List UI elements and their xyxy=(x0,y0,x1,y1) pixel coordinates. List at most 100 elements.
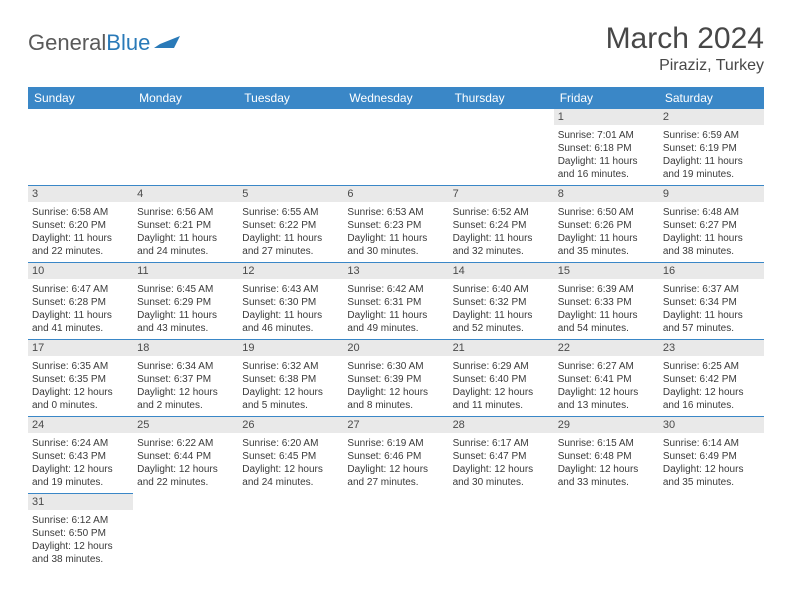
calendar-row: 24Sunrise: 6:24 AMSunset: 6:43 PMDayligh… xyxy=(28,417,764,494)
sunset-text: Sunset: 6:19 PM xyxy=(663,142,760,155)
logo: GeneralBlue xyxy=(28,22,180,58)
sunrise-text: Sunrise: 6:14 AM xyxy=(663,437,760,450)
daylight-text: Daylight: 12 hours and 35 minutes. xyxy=(663,463,760,489)
sunrise-text: Sunrise: 6:53 AM xyxy=(347,206,444,219)
day-details: Sunrise: 6:52 AMSunset: 6:24 PMDaylight:… xyxy=(449,204,554,262)
sunrise-text: Sunrise: 6:12 AM xyxy=(32,514,129,527)
daylight-text: Daylight: 11 hours and 49 minutes. xyxy=(347,309,444,335)
daylight-text: Daylight: 11 hours and 52 minutes. xyxy=(453,309,550,335)
sunrise-text: Sunrise: 6:29 AM xyxy=(453,360,550,373)
sunset-text: Sunset: 6:22 PM xyxy=(242,219,339,232)
day-details: Sunrise: 6:40 AMSunset: 6:32 PMDaylight:… xyxy=(449,281,554,339)
day-number: 17 xyxy=(28,340,133,356)
sunrise-text: Sunrise: 6:32 AM xyxy=(242,360,339,373)
sunset-text: Sunset: 6:47 PM xyxy=(453,450,550,463)
sunrise-text: Sunrise: 6:35 AM xyxy=(32,360,129,373)
day-number: 31 xyxy=(28,494,133,510)
calendar-cell: 16 Sunrise: 6:37 AMSunset: 6:34 PMDayligh… xyxy=(659,263,764,340)
day-details: Sunrise: 6:37 AMSunset: 6:34 PMDaylight:… xyxy=(659,281,764,339)
sunrise-text: Sunrise: 6:48 AM xyxy=(663,206,760,219)
calendar-cell: 17Sunrise: 6:35 AMSunset: 6:35 PMDayligh… xyxy=(28,340,133,417)
day-number: 21 xyxy=(449,340,554,356)
calendar-cell: 2Sunrise: 6:59 AMSunset: 6:19 PMDaylight… xyxy=(659,109,764,186)
weekday-header: Wednesday xyxy=(343,87,448,109)
sunrise-text: Sunrise: 6:45 AM xyxy=(137,283,234,296)
daylight-text: Daylight: 12 hours and 30 minutes. xyxy=(453,463,550,489)
daylight-text: Daylight: 11 hours and 35 minutes. xyxy=(558,232,655,258)
day-details: Sunrise: 6:59 AMSunset: 6:19 PMDaylight:… xyxy=(659,127,764,185)
calendar-cell: 31Sunrise: 6:12 AMSunset: 6:50 PMDayligh… xyxy=(28,494,133,571)
calendar-cell: 22 Sunrise: 6:27 AMSunset: 6:41 PMDayligh… xyxy=(554,340,659,417)
sunset-text: Sunset: 6:29 PM xyxy=(137,296,234,309)
calendar-cell xyxy=(133,109,238,186)
daylight-text: Daylight: 11 hours and 41 minutes. xyxy=(32,309,129,335)
day-details: Sunrise: 6:27 AMSunset: 6:41 PMDaylight:… xyxy=(554,358,659,416)
daylight-text: Daylight: 11 hours and 46 minutes. xyxy=(242,309,339,335)
weekday-header: Thursday xyxy=(449,87,554,109)
weekday-header: Saturday xyxy=(659,87,764,109)
calendar-cell xyxy=(238,494,343,571)
day-number: 26 xyxy=(238,417,343,433)
daylight-text: Daylight: 12 hours and 8 minutes. xyxy=(347,386,444,412)
sunrise-text: Sunrise: 6:50 AM xyxy=(558,206,655,219)
day-details: Sunrise: 7:01 AMSunset: 6:18 PMDaylight:… xyxy=(554,127,659,185)
calendar-cell: 5Sunrise: 6:55 AMSunset: 6:22 PMDaylight… xyxy=(238,186,343,263)
day-number: 27 xyxy=(343,417,448,433)
sunset-text: Sunset: 6:30 PM xyxy=(242,296,339,309)
title-block: March 2024 Piraziz, Turkey xyxy=(606,22,764,75)
sunset-text: Sunset: 6:48 PM xyxy=(558,450,655,463)
day-details: Sunrise: 6:43 AMSunset: 6:30 PMDaylight:… xyxy=(238,281,343,339)
calendar-row: 10Sunrise: 6:47 AMSunset: 6:28 PMDayligh… xyxy=(28,263,764,340)
day-details: Sunrise: 6:48 AMSunset: 6:27 PMDaylight:… xyxy=(659,204,764,262)
day-number: 20 xyxy=(343,340,448,356)
calendar-cell: 8Sunrise: 6:50 AMSunset: 6:26 PMDaylight… xyxy=(554,186,659,263)
calendar-cell xyxy=(554,494,659,571)
day-details: Sunrise: 6:39 AMSunset: 6:33 PMDaylight:… xyxy=(554,281,659,339)
daylight-text: Daylight: 12 hours and 27 minutes. xyxy=(347,463,444,489)
day-number: 9 xyxy=(659,186,764,202)
calendar-cell: 1Sunrise: 7:01 AMSunset: 6:18 PMDaylight… xyxy=(554,109,659,186)
calendar-cell: 14Sunrise: 6:40 AMSunset: 6:32 PMDayligh… xyxy=(449,263,554,340)
sunset-text: Sunset: 6:26 PM xyxy=(558,219,655,232)
weekday-header: Tuesday xyxy=(238,87,343,109)
sunrise-text: Sunrise: 6:19 AM xyxy=(347,437,444,450)
daylight-text: Daylight: 12 hours and 13 minutes. xyxy=(558,386,655,412)
day-number: 7 xyxy=(449,186,554,202)
daylight-text: Daylight: 11 hours and 27 minutes. xyxy=(242,232,339,258)
day-number: 10 xyxy=(28,263,133,279)
sunset-text: Sunset: 6:21 PM xyxy=(137,219,234,232)
logo-text-1: General xyxy=(28,30,106,56)
sunrise-text: Sunrise: 6:47 AM xyxy=(32,283,129,296)
sunset-text: Sunset: 6:43 PM xyxy=(32,450,129,463)
day-number: 29 xyxy=(554,417,659,433)
daylight-text: Daylight: 11 hours and 57 minutes. xyxy=(663,309,760,335)
calendar-cell: 7 Sunrise: 6:52 AMSunset: 6:24 PMDaylight… xyxy=(449,186,554,263)
sunrise-text: Sunrise: 6:56 AM xyxy=(137,206,234,219)
day-details: Sunrise: 6:58 AMSunset: 6:20 PMDaylight:… xyxy=(28,204,133,262)
sunrise-text: Sunrise: 6:39 AM xyxy=(558,283,655,296)
sunset-text: Sunset: 6:32 PM xyxy=(453,296,550,309)
sunrise-text: Sunrise: 6:34 AM xyxy=(137,360,234,373)
sunrise-text: Sunrise: 7:01 AM xyxy=(558,129,655,142)
day-details: Sunrise: 6:15 AMSunset: 6:48 PMDaylight:… xyxy=(554,435,659,493)
day-number: 16 xyxy=(659,263,764,279)
day-number: 18 xyxy=(133,340,238,356)
sunrise-text: Sunrise: 6:40 AM xyxy=(453,283,550,296)
sunrise-text: Sunrise: 6:58 AM xyxy=(32,206,129,219)
sunset-text: Sunset: 6:40 PM xyxy=(453,373,550,386)
calendar-cell: 28Sunrise: 6:17 AMSunset: 6:47 PMDayligh… xyxy=(449,417,554,494)
calendar-row: 31Sunrise: 6:12 AMSunset: 6:50 PMDayligh… xyxy=(28,494,764,571)
calendar-cell xyxy=(28,109,133,186)
day-number: 22 xyxy=(554,340,659,356)
daylight-text: Daylight: 11 hours and 32 minutes. xyxy=(453,232,550,258)
day-details: Sunrise: 6:53 AMSunset: 6:23 PMDaylight:… xyxy=(343,204,448,262)
daylight-text: Daylight: 11 hours and 16 minutes. xyxy=(558,155,655,181)
weekday-header: Sunday xyxy=(28,87,133,109)
month-title: March 2024 xyxy=(606,22,764,55)
sunrise-text: Sunrise: 6:43 AM xyxy=(242,283,339,296)
day-details: Sunrise: 6:55 AMSunset: 6:22 PMDaylight:… xyxy=(238,204,343,262)
day-details: Sunrise: 6:14 AMSunset: 6:49 PMDaylight:… xyxy=(659,435,764,493)
calendar-row: 1Sunrise: 7:01 AMSunset: 6:18 PMDaylight… xyxy=(28,109,764,186)
calendar-cell: 30Sunrise: 6:14 AMSunset: 6:49 PMDayligh… xyxy=(659,417,764,494)
day-details: Sunrise: 6:42 AMSunset: 6:31 PMDaylight:… xyxy=(343,281,448,339)
